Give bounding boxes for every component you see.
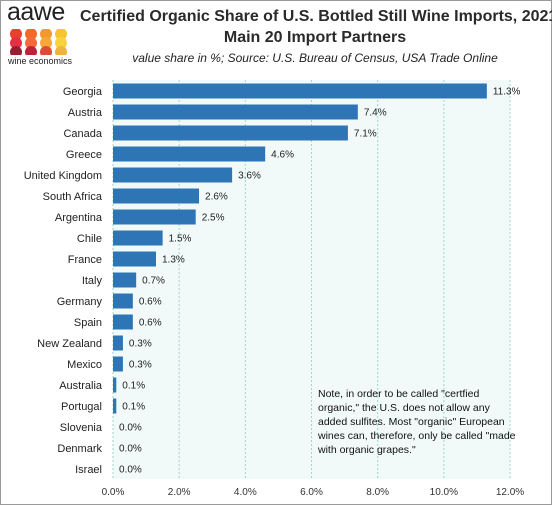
- logo-dot: [10, 29, 22, 40]
- data-label: 1.5%: [169, 234, 192, 245]
- x-tick-label: 8.0%: [366, 487, 389, 498]
- logo-subtext: wine economics: [8, 56, 73, 66]
- bar: [113, 272, 137, 288]
- logo-dot: [40, 29, 52, 40]
- logo-dot: [25, 29, 37, 40]
- category-label: Greece: [66, 149, 102, 161]
- bar: [113, 209, 196, 225]
- data-label: 4.6%: [271, 150, 294, 161]
- logo-dot: [40, 37, 52, 49]
- category-label: Portugal: [61, 401, 102, 413]
- data-label: 2.5%: [202, 213, 225, 224]
- category-label: Argentina: [55, 212, 103, 224]
- x-tick-label: 10.0%: [430, 487, 458, 498]
- category-label: Denmark: [57, 443, 102, 455]
- bar: [113, 356, 123, 372]
- category-label: New Zealand: [37, 338, 102, 350]
- category-label: Slovenia: [60, 422, 103, 434]
- x-tick-label: 0.0%: [102, 487, 125, 498]
- data-label: 2.6%: [205, 192, 228, 203]
- logo-dot: [25, 37, 37, 49]
- category-labels: Georgia Austria Canada Greece United Kingdom…: [24, 86, 103, 476]
- logo-dot: [10, 37, 22, 49]
- data-label: 0.1%: [122, 381, 145, 392]
- bar: [113, 251, 157, 267]
- category-label: Australia: [59, 380, 103, 392]
- data-label: 0.0%: [119, 444, 142, 455]
- bar: [113, 335, 123, 351]
- logo-dot: [55, 46, 67, 55]
- data-label: 0.6%: [139, 297, 162, 308]
- data-label: 0.0%: [119, 423, 142, 434]
- data-label: 7.4%: [364, 108, 387, 119]
- chart-title-line-1: Certified Organic Share of U.S. Bottled …: [80, 8, 552, 25]
- bar: [113, 293, 133, 309]
- data-label: 11.3%: [493, 87, 521, 98]
- x-axis-ticks: 0.0% 2.0% 4.0% 6.0% 8.0% 10.0% 12.0%: [102, 487, 525, 498]
- data-label: 0.3%: [129, 339, 152, 350]
- data-label: 0.7%: [142, 276, 165, 287]
- logo-dot: [10, 46, 22, 55]
- footnote: Note, in order to be called "certfied or…: [318, 388, 516, 456]
- category-label: United Kingdom: [24, 170, 102, 182]
- bar: [113, 398, 117, 414]
- category-label: Italy: [82, 275, 103, 287]
- category-label: Chile: [77, 233, 102, 245]
- logo-dot: [55, 29, 67, 40]
- data-label: 0.3%: [129, 360, 152, 371]
- category-label: Germany: [57, 296, 103, 308]
- category-label: France: [68, 254, 102, 266]
- bar: [113, 167, 233, 183]
- bar: [113, 146, 266, 162]
- logo-dot: [25, 46, 37, 55]
- data-label: 0.1%: [122, 402, 145, 413]
- bar: [113, 83, 487, 99]
- category-label: Spain: [74, 317, 102, 329]
- bar: [113, 188, 200, 204]
- category-label: Israel: [75, 464, 102, 476]
- logo-dot: [55, 37, 67, 49]
- bar: [113, 230, 163, 246]
- x-tick-label: 2.0%: [168, 487, 191, 498]
- category-label: South Africa: [43, 191, 103, 203]
- chart-title-line-2: Main 20 Import Partners: [223, 29, 407, 46]
- logo-dot: [40, 46, 52, 55]
- bar: [113, 104, 358, 120]
- bar: [113, 125, 348, 141]
- data-label: 0.0%: [119, 465, 142, 476]
- bars: [113, 83, 487, 414]
- aawe-logo: aawe wine economics: [7, 0, 75, 68]
- logo-wordmark: aawe: [7, 0, 65, 26]
- data-label: 3.6%: [238, 171, 261, 182]
- category-label: Mexico: [67, 359, 102, 371]
- bar: [113, 314, 133, 330]
- data-label: 1.3%: [162, 255, 185, 266]
- category-label: Austria: [68, 107, 103, 119]
- category-label: Canada: [63, 128, 102, 140]
- logo-dots: [10, 29, 67, 55]
- data-label: 7.1%: [354, 129, 377, 140]
- value-labels: 11.3% 7.4% 7.1% 4.6% 3.6% 2.6% 2.5% 1.5% 1.3% 0.7…: [119, 87, 521, 476]
- bar: [113, 377, 117, 393]
- x-tick-label: 12.0%: [496, 487, 524, 498]
- x-tick-label: 4.0%: [234, 487, 257, 498]
- chart-subtitle: value share in %; Source: U.S. Bureau of…: [132, 51, 498, 65]
- x-tick-label: 6.0%: [300, 487, 323, 498]
- category-label: Georgia: [63, 86, 103, 98]
- data-label: 0.6%: [139, 318, 162, 329]
